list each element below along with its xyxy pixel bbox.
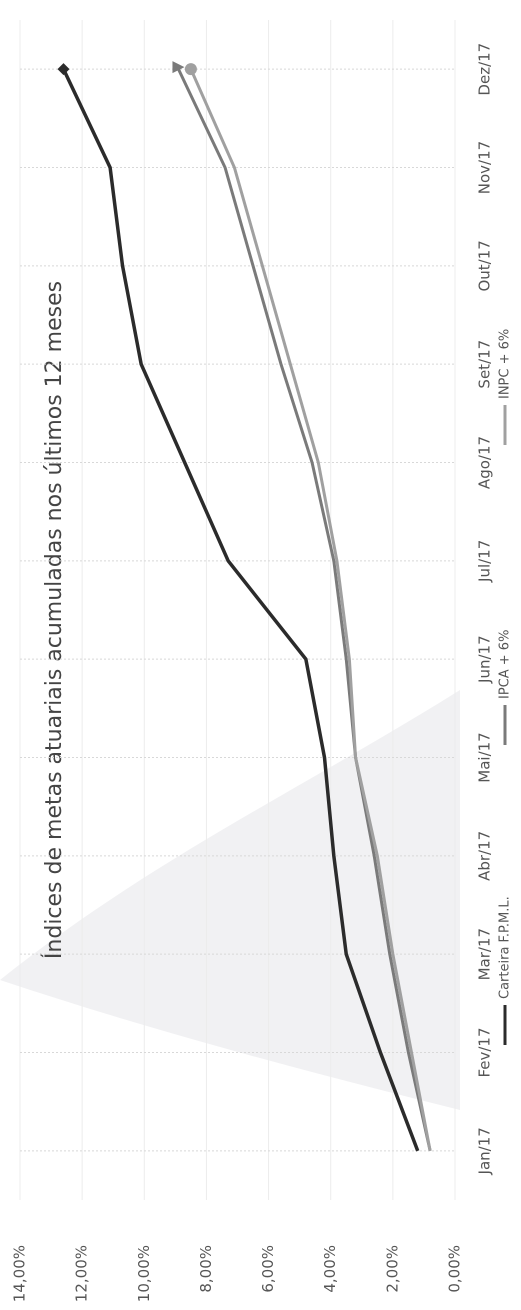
x-tick-label: Out/17 xyxy=(476,240,494,291)
series-line xyxy=(61,68,420,1152)
x-tick-label: Nov/17 xyxy=(476,141,494,194)
chart-title: Índices de metas atuariais acumuladas no… xyxy=(41,281,67,959)
x-tick-label: Jun/17 xyxy=(476,635,494,684)
end-marker xyxy=(57,63,70,76)
x-tick-label: Mar/17 xyxy=(476,928,494,980)
series-line xyxy=(189,68,432,1152)
series-line xyxy=(177,68,432,1152)
legend-label: Carteira F.P.M.L. xyxy=(498,896,513,999)
legend-label: IPCA + 6% xyxy=(498,630,513,699)
y-tick-label: 4,00% xyxy=(321,1245,339,1293)
y-tick-label: 0,00% xyxy=(446,1245,464,1293)
y-tick-label: 14,00% xyxy=(11,1245,29,1302)
x-tick-label: Jul/17 xyxy=(476,540,494,583)
x-tick-label: Mai/17 xyxy=(476,732,494,782)
y-tick-label: 10,00% xyxy=(135,1245,153,1302)
x-tick-label: Ago/17 xyxy=(476,436,494,489)
y-tick-label: 8,00% xyxy=(197,1245,215,1293)
end-marker xyxy=(172,61,185,74)
y-tick-label: 6,00% xyxy=(259,1245,277,1293)
x-tick-label: Set/17 xyxy=(476,340,494,389)
x-tick-label: Jan/17 xyxy=(476,1127,494,1175)
x-tick-label: Fev/17 xyxy=(476,1027,494,1077)
y-tick-label: 12,00% xyxy=(73,1245,91,1302)
watermark xyxy=(0,690,460,1110)
x-tick-label: Abr/17 xyxy=(476,831,494,881)
legend-label: INPC + 6% xyxy=(498,329,513,399)
x-tick-label: Dez/17 xyxy=(476,43,494,96)
end-marker xyxy=(184,63,197,76)
y-tick-label: 2,00% xyxy=(383,1245,401,1293)
